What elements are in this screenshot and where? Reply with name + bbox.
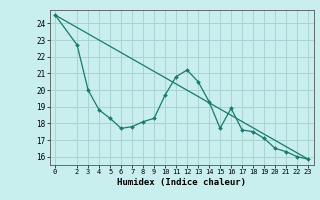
- X-axis label: Humidex (Indice chaleur): Humidex (Indice chaleur): [117, 178, 246, 187]
